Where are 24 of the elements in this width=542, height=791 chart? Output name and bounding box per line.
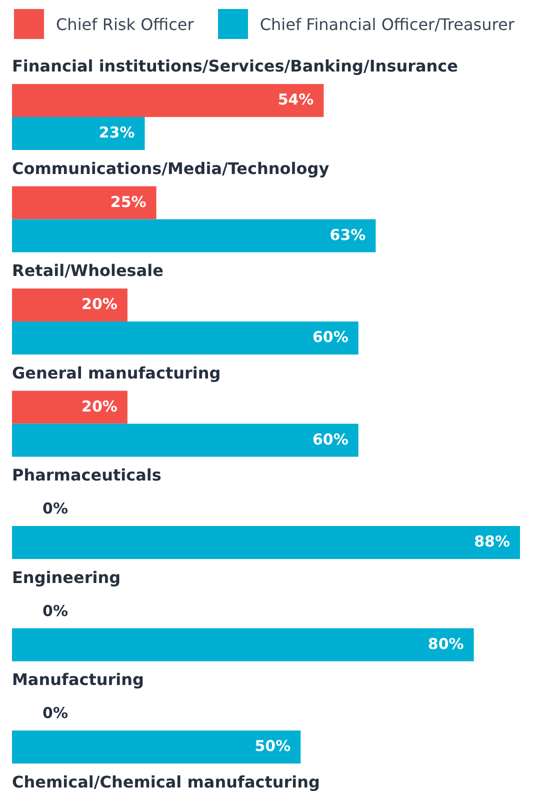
data-label: 25%	[110, 192, 146, 211]
data-label: 60%	[312, 430, 348, 448]
data-label: 20%	[82, 397, 118, 416]
y-tick-label: Communications/Media/Technology	[12, 158, 330, 178]
y-tick-label: Pharmaceuticals	[12, 466, 162, 484]
y-tick-label: Engineering	[12, 568, 121, 587]
data-label: 88%	[474, 532, 510, 551]
y-tick-label: Chemical/Chemical manufacturing	[12, 772, 320, 791]
data-label: 54%	[278, 90, 314, 109]
data-label: 0%	[42, 602, 68, 620]
y-tick-label: General manufacturing	[12, 363, 221, 382]
data-label: 60%	[312, 328, 348, 346]
legend-label: Chief Financial Officer/Treasurer	[260, 14, 514, 34]
data-label: 63%	[330, 226, 366, 244]
data-label: 0%	[42, 500, 68, 518]
data-label: 0%	[42, 704, 68, 722]
y-tick-label: Financial institutions/Services/Banking/Insurance	[12, 56, 458, 76]
y-tick-label: Manufacturing	[12, 670, 144, 689]
data-label: 50%	[254, 737, 291, 756]
data-label: 20%	[82, 295, 118, 314]
legend-label: Chief Risk Officer	[56, 14, 194, 34]
y-tick-label: Retail/Wholesale	[12, 261, 164, 280]
data-label: 23%	[98, 124, 135, 142]
data-label: 80%	[428, 634, 464, 653]
